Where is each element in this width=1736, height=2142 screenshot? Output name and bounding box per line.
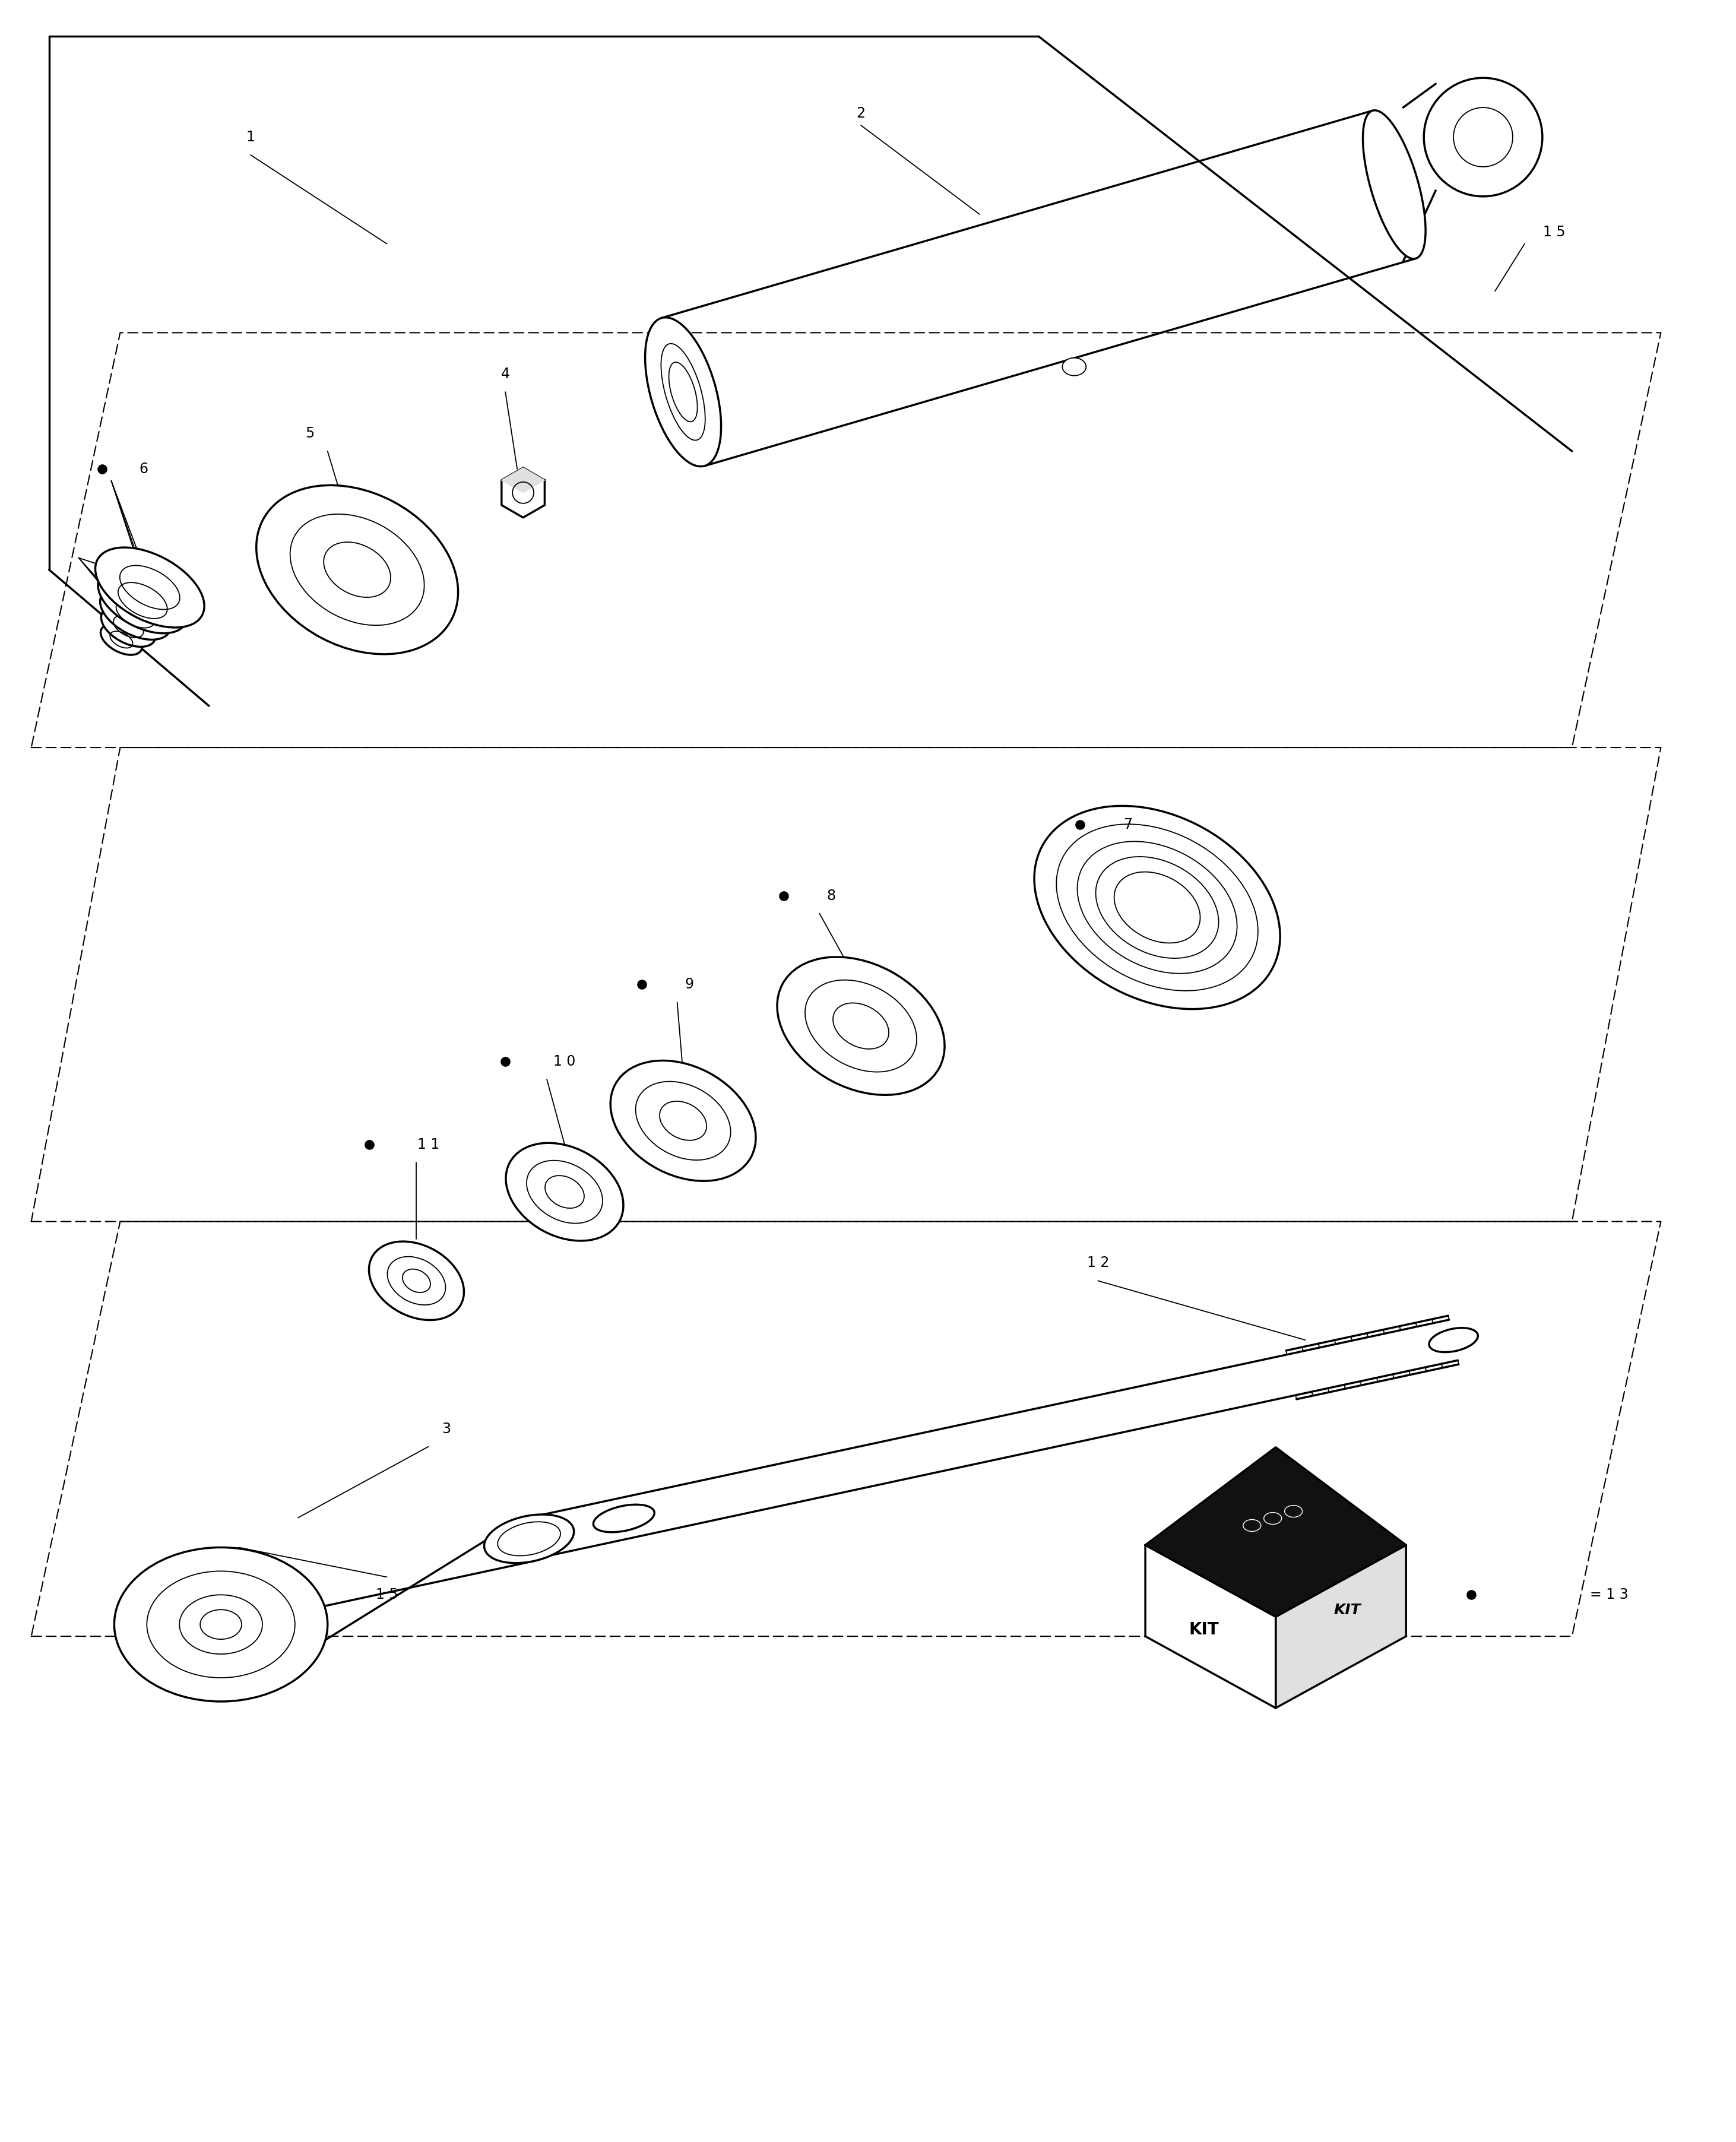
Text: 1 0: 1 0 — [554, 1054, 576, 1069]
Point — [356, 1127, 384, 1161]
Text: 1 5: 1 5 — [1543, 225, 1566, 240]
Text: 3: 3 — [441, 1422, 451, 1435]
Ellipse shape — [1062, 358, 1087, 375]
Ellipse shape — [594, 1504, 654, 1532]
Text: 1: 1 — [247, 131, 255, 144]
Ellipse shape — [484, 1514, 575, 1564]
Text: KIT: KIT — [1333, 1602, 1361, 1617]
Polygon shape — [1146, 1544, 1276, 1707]
Ellipse shape — [778, 957, 944, 1095]
Ellipse shape — [611, 1060, 755, 1180]
Ellipse shape — [646, 317, 720, 467]
Polygon shape — [502, 467, 545, 493]
Text: 8: 8 — [826, 889, 835, 902]
Point — [1066, 808, 1094, 842]
Text: 2: 2 — [856, 107, 865, 120]
Point — [1457, 1579, 1484, 1613]
Polygon shape — [1276, 1544, 1406, 1707]
Point — [89, 452, 116, 486]
Ellipse shape — [505, 1144, 623, 1240]
Ellipse shape — [257, 486, 458, 653]
Ellipse shape — [101, 606, 156, 647]
Ellipse shape — [101, 587, 172, 640]
Point — [628, 968, 656, 1002]
Ellipse shape — [97, 568, 187, 634]
Text: KIT: KIT — [1189, 1621, 1219, 1639]
Ellipse shape — [95, 548, 205, 628]
Ellipse shape — [370, 1242, 464, 1319]
Ellipse shape — [1363, 109, 1425, 259]
Ellipse shape — [101, 623, 142, 655]
Text: 1 5: 1 5 — [375, 1587, 398, 1602]
Point — [771, 878, 799, 912]
Ellipse shape — [1035, 805, 1279, 1009]
Text: 1 2: 1 2 — [1087, 1255, 1109, 1270]
Polygon shape — [1146, 1448, 1406, 1617]
Text: 1 1: 1 1 — [417, 1137, 439, 1152]
Text: 9: 9 — [684, 977, 693, 992]
Text: 5: 5 — [306, 426, 314, 441]
Text: 4: 4 — [502, 366, 510, 381]
Ellipse shape — [1429, 1328, 1477, 1352]
Ellipse shape — [1424, 77, 1542, 197]
Point — [491, 1045, 519, 1080]
Text: 7: 7 — [1123, 818, 1132, 831]
Text: 6: 6 — [139, 463, 148, 476]
Text: = 1 3: = 1 3 — [1590, 1587, 1628, 1602]
Ellipse shape — [115, 1547, 328, 1701]
